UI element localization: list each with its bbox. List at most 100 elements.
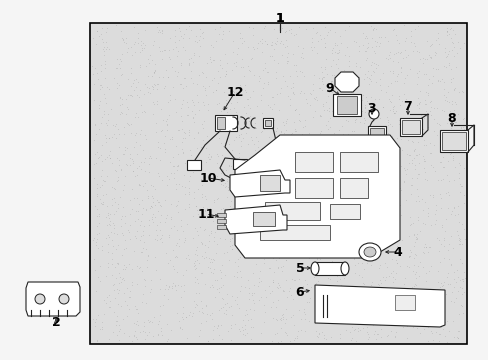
Point	[337, 254, 345, 260]
Point	[171, 33, 179, 39]
Point	[115, 158, 123, 163]
Point	[244, 44, 252, 49]
Point	[403, 104, 411, 110]
Point	[252, 186, 260, 192]
Point	[233, 269, 241, 275]
Point	[336, 287, 344, 292]
Point	[444, 178, 451, 184]
Point	[163, 74, 171, 80]
Point	[130, 248, 138, 254]
Point	[273, 238, 281, 244]
Point	[164, 287, 172, 292]
Point	[324, 89, 332, 94]
Point	[395, 185, 403, 191]
Point	[427, 328, 434, 334]
Point	[274, 147, 282, 152]
Point	[178, 135, 186, 140]
Point	[396, 186, 404, 192]
Point	[251, 250, 259, 256]
Point	[96, 263, 103, 269]
Point	[289, 297, 297, 302]
Point	[313, 255, 321, 261]
Point	[369, 257, 377, 263]
Point	[180, 75, 188, 81]
Point	[127, 121, 135, 127]
Point	[345, 87, 352, 93]
Point	[208, 77, 216, 83]
Point	[256, 236, 264, 242]
Point	[399, 91, 407, 97]
Point	[312, 256, 320, 262]
Point	[241, 332, 248, 338]
Point	[330, 42, 338, 48]
Point	[330, 40, 338, 46]
Point	[316, 232, 324, 238]
Point	[309, 274, 317, 280]
Point	[184, 129, 192, 135]
Point	[319, 35, 327, 41]
Point	[198, 310, 205, 315]
Point	[304, 170, 311, 176]
Point	[319, 253, 327, 259]
Bar	[329, 204, 359, 219]
Point	[336, 164, 344, 170]
Point	[387, 190, 395, 195]
Point	[413, 214, 421, 220]
Point	[264, 265, 272, 271]
Bar	[217, 213, 225, 217]
Point	[290, 231, 298, 237]
Point	[324, 262, 331, 268]
Point	[99, 199, 106, 204]
Point	[156, 48, 163, 54]
Point	[392, 37, 400, 42]
Point	[93, 191, 101, 197]
Point	[214, 68, 222, 74]
Point	[223, 249, 231, 255]
Point	[359, 303, 367, 309]
Point	[166, 56, 174, 62]
Point	[299, 45, 306, 50]
Point	[388, 234, 396, 239]
Point	[236, 180, 244, 186]
Point	[330, 250, 338, 256]
Point	[90, 176, 98, 181]
Point	[314, 150, 322, 156]
Point	[275, 233, 283, 239]
Point	[158, 48, 165, 54]
Point	[94, 245, 102, 251]
Point	[98, 201, 105, 207]
Point	[236, 192, 244, 198]
Point	[392, 235, 400, 241]
Point	[204, 108, 212, 113]
Point	[257, 93, 264, 98]
Point	[201, 86, 208, 91]
Point	[282, 207, 290, 212]
Point	[286, 176, 294, 182]
Point	[403, 308, 411, 314]
Point	[131, 132, 139, 138]
Point	[99, 202, 107, 207]
Point	[341, 135, 349, 141]
Point	[234, 228, 242, 233]
Point	[349, 255, 357, 261]
Point	[320, 141, 328, 147]
Bar	[217, 219, 225, 223]
Point	[335, 33, 343, 39]
Point	[241, 90, 249, 95]
Point	[318, 296, 326, 302]
Point	[308, 114, 316, 120]
Point	[429, 142, 437, 148]
Point	[275, 135, 283, 141]
Point	[103, 264, 111, 270]
Point	[196, 26, 203, 32]
Point	[290, 226, 298, 232]
Point	[325, 124, 333, 130]
Point	[149, 220, 157, 225]
Point	[218, 65, 225, 71]
Point	[132, 84, 140, 90]
Point	[339, 99, 346, 104]
Point	[203, 133, 211, 139]
Point	[409, 262, 417, 268]
Point	[423, 92, 431, 98]
Point	[186, 173, 194, 179]
